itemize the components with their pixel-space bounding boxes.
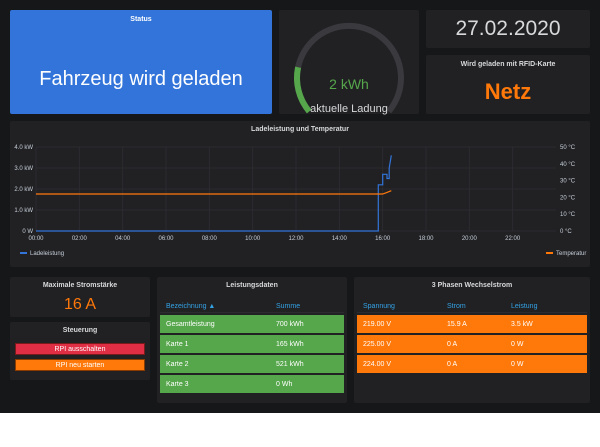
legend-label-temperatur: Temperatur — [556, 251, 586, 257]
gauge-fill — [293, 66, 312, 114]
control-title: Steuerung — [62, 327, 98, 334]
table-cell: 15.9 A — [441, 315, 505, 333]
y-right-tick-label: 0 °C — [560, 229, 572, 235]
x-tick-label: 18:00 — [418, 236, 434, 242]
chart-panel: Ladeleistung und Temperatur 0 W 1.0 kW 2.0… — [10, 121, 590, 267]
table-row: Karte 1 165 kWh — [160, 335, 344, 353]
x-tick-label: 12:00 — [288, 236, 304, 242]
y-right-tick-label: 50 °C — [560, 145, 576, 151]
legend-label-ladeleistung: Ladeleistung — [30, 251, 64, 257]
chart-svg: 0 W 1.0 kW 2.0 kW 3.0 kW 4.0 kW 0 °C 10 °C 20 °… — [14, 145, 586, 257]
power-data-table: Bezeichnung ▲ Summe Gesamtleistung 700 k… — [160, 298, 344, 395]
table-cell: 0 W — [505, 335, 587, 353]
y-left-tick-label: 0 W — [22, 229, 33, 235]
max-current-value: 16 A — [63, 296, 97, 313]
table-cell: 700 kWh — [270, 315, 344, 333]
table-cell: 0 A — [441, 335, 505, 353]
rfid-title: Wird geladen mit RFID-Karte — [460, 61, 556, 68]
column-header-spannung[interactable]: Spannung — [357, 300, 441, 313]
table-row: Gesamtleistung 700 kWh — [160, 315, 344, 333]
max-current-title: Maximale Stromstärke — [42, 282, 118, 289]
y-right-tick-label: 10 °C — [560, 212, 576, 218]
series-line-ladeleistung — [36, 155, 392, 232]
column-header-bezeichnung[interactable]: Bezeichnung ▲ — [160, 300, 270, 313]
rfid-panel: Wird geladen mit RFID-Karte Netz — [426, 55, 590, 114]
y-left-tick-label: 4.0 kW — [14, 145, 33, 151]
x-tick-label: 02:00 — [72, 236, 88, 242]
control-panel: Steuerung RPI ausschalten RPI neu starte… — [10, 322, 150, 380]
chart-title: Ladeleistung und Temperatur — [251, 126, 349, 133]
table-row: 225.00 V 0 A 0 W — [357, 335, 587, 353]
column-header-leistung[interactable]: Leistung — [505, 300, 587, 313]
page-footer-area — [0, 413, 600, 447]
table-cell: 3.5 kW — [505, 315, 587, 333]
gauge-svg — [293, 22, 404, 114]
power-data-panel: Leistungsdaten Bezeichnung ▲ Summe Gesam… — [157, 277, 347, 403]
rpi-restart-button[interactable]: RPI neu starten — [15, 359, 145, 371]
column-header-strom[interactable]: Strom — [441, 300, 505, 313]
date-panel: 27.02.2020 — [426, 10, 590, 48]
table-row: Karte 2 521 kWh — [160, 355, 344, 373]
table-cell: 0 W — [505, 355, 587, 373]
table-cell: Gesamtleistung — [160, 315, 270, 333]
x-tick-label: 22:00 — [505, 236, 521, 242]
status-value: Fahrzeug wird geladen — [39, 68, 243, 90]
table-cell: 0 A — [441, 355, 505, 373]
table-cell: 165 kWh — [270, 335, 344, 353]
rpi-shutdown-button[interactable]: RPI ausschalten — [15, 343, 145, 355]
table-cell: 521 kWh — [270, 355, 344, 373]
series-line-temperatur — [36, 190, 392, 195]
gauge-value: 2 kWh — [329, 76, 369, 92]
gauge-track — [294, 22, 404, 114]
three-phase-table: Spannung Strom Leistung 219.00 V 15.9 A … — [357, 298, 587, 375]
x-tick-label: 10:00 — [245, 236, 261, 242]
table-cell: Karte 3 — [160, 375, 270, 393]
status-title: Status — [130, 16, 152, 23]
table-row: 219.00 V 15.9 A 3.5 kW — [357, 315, 587, 333]
table-cell: Karte 2 — [160, 355, 270, 373]
x-tick-label: 00:00 — [28, 236, 44, 242]
date-value: 27.02.2020 — [455, 17, 561, 40]
x-tick-label: 04:00 — [115, 236, 131, 242]
rfid-value: Netz — [484, 79, 532, 104]
y-left-tick-label: 1.0 kW — [14, 208, 33, 214]
table-row: 224.00 V 0 A 0 W — [357, 355, 587, 373]
table-cell: 219.00 V — [357, 315, 441, 333]
three-phase-title: 3 Phasen Wechselstrom — [431, 282, 513, 289]
table-cell: 224.00 V — [357, 355, 441, 373]
power-data-title: Leistungsdaten — [226, 282, 278, 289]
y-right-tick-label: 40 °C — [560, 162, 576, 168]
table-cell: 0 Wh — [270, 375, 344, 393]
y-right-tick-label: 30 °C — [560, 179, 576, 185]
y-left-tick-label: 2.0 kW — [14, 187, 33, 193]
x-tick-label: 08:00 — [202, 236, 218, 242]
status-panel: Status Fahrzeug wird geladen — [10, 10, 272, 114]
y-right-tick-label: 20 °C — [560, 195, 576, 201]
column-header-summe[interactable]: Summe — [270, 300, 344, 313]
y-left-tick-label: 3.0 kW — [14, 166, 33, 172]
three-phase-panel: 3 Phasen Wechselstrom Spannung Strom Lei… — [354, 277, 590, 403]
charge-gauge-panel: 2 kWh aktuelle Ladung — [279, 10, 419, 115]
max-current-panel: Maximale Stromstärke 16 A — [10, 277, 150, 317]
x-tick-label: 06:00 — [158, 236, 174, 242]
x-tick-label: 16:00 — [375, 236, 391, 242]
x-tick-label: 20:00 — [462, 236, 478, 242]
x-tick-label: 14:00 — [332, 236, 348, 242]
table-cell: 225.00 V — [357, 335, 441, 353]
table-row: Karte 3 0 Wh — [160, 375, 344, 393]
gauge-label: aktuelle Ladung — [310, 103, 388, 115]
table-cell: Karte 1 — [160, 335, 270, 353]
